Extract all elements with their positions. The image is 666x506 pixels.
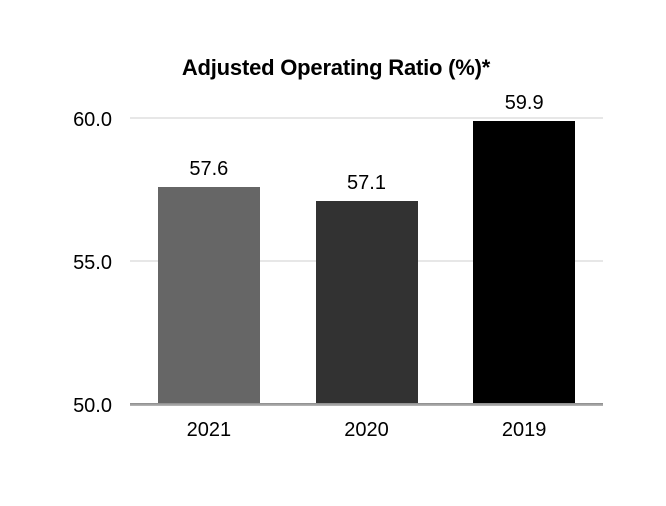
bar-value-label: 57.1 bbox=[347, 171, 386, 194]
bar-2020 bbox=[315, 200, 418, 404]
chart-title: Adjusted Operating Ratio (%)* bbox=[181, 55, 491, 80]
bar-2021 bbox=[157, 186, 260, 404]
bar-value-label: 59.9 bbox=[504, 91, 544, 114]
y-tick-label: 60.0 bbox=[73, 109, 112, 131]
x-axis-label: 2020 bbox=[344, 419, 389, 441]
x-axis-label: 2019 bbox=[501, 419, 547, 441]
x-axis-baseline bbox=[130, 403, 603, 406]
x-axis-label: 2021 bbox=[186, 419, 232, 441]
y-tick-label: 55.0 bbox=[73, 252, 112, 274]
bar-2019 bbox=[473, 120, 576, 404]
y-tick-label: 50.0 bbox=[73, 395, 112, 417]
gridline bbox=[130, 117, 603, 119]
bar-value-label: 57.6 bbox=[189, 157, 229, 180]
